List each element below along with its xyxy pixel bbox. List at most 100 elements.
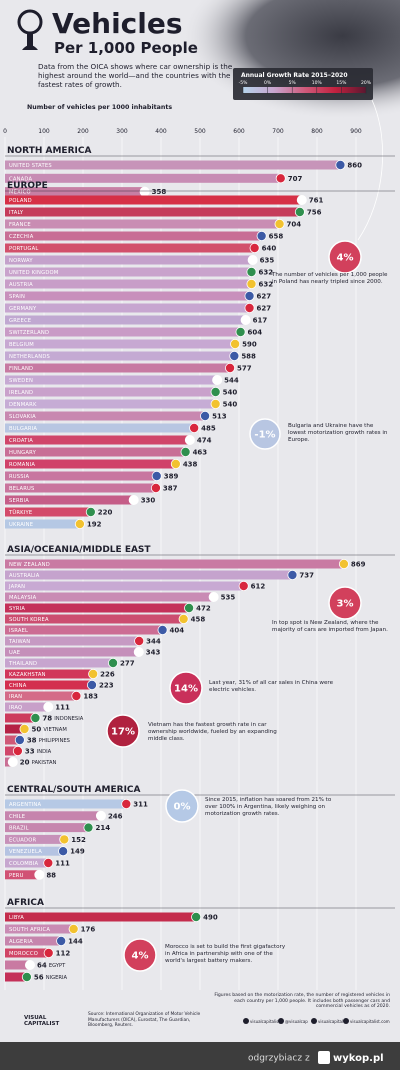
category-label: RUSSIA (9, 474, 30, 480)
flag (200, 410, 211, 421)
connector (357, 99, 384, 241)
category-label: POLAND (9, 198, 32, 204)
category-label: FRANCE (9, 222, 31, 228)
value-label: 50 (32, 726, 42, 734)
social-handle: @visualcap (285, 1019, 308, 1024)
bar (5, 912, 197, 922)
category-label: NETHERLANDS (9, 354, 50, 360)
value-label: 737 (299, 572, 314, 580)
flag (43, 948, 54, 959)
value-label: 756 (307, 209, 322, 217)
flag (246, 278, 257, 289)
value-label: 658 (269, 233, 284, 241)
annotation-value: 4% (132, 951, 149, 962)
bar (5, 702, 49, 712)
bar (5, 636, 140, 646)
value-label: 617 (253, 317, 268, 325)
category-label: CZECHIA (9, 234, 34, 240)
legend-tick-label: -5% (239, 80, 248, 86)
x-tick-label: 100 (38, 128, 50, 135)
bar (5, 351, 235, 361)
value-label: 577 (237, 365, 252, 373)
category-label: BRAZIL (9, 826, 29, 832)
category-label: AUSTRALIA (9, 573, 40, 579)
category-label: PORTUGAL (9, 246, 38, 252)
value-label: 627 (257, 293, 272, 301)
bar (5, 691, 77, 701)
bar (5, 735, 20, 745)
value-label: 761 (309, 197, 324, 205)
flag (238, 581, 249, 592)
footer-bar (0, 1042, 400, 1070)
bar (5, 519, 80, 529)
annotation-text: Morocco is set to build the first gigafa… (165, 944, 286, 964)
bar (5, 570, 293, 580)
logo-icon (17, 9, 43, 50)
social-handle: visualcapitalist (318, 1019, 348, 1024)
bar (5, 435, 190, 445)
legend-tick-label: 5% (289, 80, 297, 86)
value-label: 869 (351, 561, 366, 569)
category-label: SLOVAKIA (9, 414, 36, 420)
value-label: 389 (164, 473, 179, 481)
category-label: KAZAKHSTAN (9, 672, 46, 678)
value-label: 458 (191, 616, 206, 624)
x-tick-label: 800 (311, 128, 323, 135)
legend-tick-label: 0% (264, 80, 272, 86)
social-icon (278, 1018, 284, 1024)
category-label: CHILE (9, 814, 25, 820)
flag (191, 912, 202, 923)
category-label: ALGERIA (9, 939, 33, 945)
annotation-text: In top spot is New Zealand, where the ma… (272, 620, 388, 633)
bar (5, 811, 101, 821)
category-label: UNITED KINGDOM (9, 270, 58, 276)
legend-tick-label: 20% (361, 80, 372, 86)
category-label: UAE (9, 650, 20, 656)
footer-site: wykop.pl (333, 1053, 384, 1064)
flag (230, 338, 241, 349)
bar (5, 423, 195, 433)
category-label: CHINA (9, 683, 27, 689)
category-label: SWEDEN (9, 378, 33, 384)
bar (5, 870, 40, 880)
footer-user: odgrzybiacz z (248, 1054, 310, 1064)
annotation-badge (165, 789, 199, 823)
bar (5, 581, 244, 591)
bar (5, 447, 186, 457)
bar (5, 960, 30, 970)
flag (296, 194, 307, 205)
flag (59, 834, 70, 845)
flag (86, 680, 97, 691)
bar (5, 507, 91, 517)
group-title: CENTRAL/SOUTH AMERICA (7, 785, 141, 795)
flag (274, 218, 285, 229)
group-title: ASIA/OCEANIA/MIDDLE EAST (7, 545, 151, 555)
group-title: NORTH AMERICA (7, 146, 91, 156)
annotation-value: 4% (337, 253, 354, 264)
bar (5, 187, 145, 197)
bar (5, 495, 134, 505)
annotation-text: The number of vehicles per 1,000 people … (272, 272, 388, 285)
category-label: MALAYSIA (9, 595, 37, 601)
category-label: INDONESIA (54, 716, 83, 722)
value-label: 88 (46, 871, 56, 879)
annotation-text: Last year, 31% of all car sales in China… (209, 680, 334, 693)
value-label: 226 (100, 671, 115, 679)
note: Figures based on the motorization rate, … (214, 993, 390, 1010)
bar (5, 207, 300, 217)
x-tick-label: 400 (155, 128, 167, 135)
value-label: 144 (68, 938, 83, 946)
annotation-badge (328, 240, 362, 274)
category-label: UNITED STATES (9, 163, 52, 169)
category-label: TÜRKIYE (8, 509, 32, 516)
legend-tick-label: 10% (312, 80, 323, 86)
value-label: 540 (223, 389, 238, 397)
category-label: PERU (9, 873, 24, 879)
category-label: JAPAN (8, 584, 25, 590)
category-label: SYRIA (9, 606, 25, 612)
flag (210, 386, 221, 397)
flag (184, 603, 195, 614)
x-axis-label: Number of vehicles per 1000 inhabitants (27, 104, 172, 111)
flag (170, 458, 181, 469)
flag (133, 647, 144, 658)
